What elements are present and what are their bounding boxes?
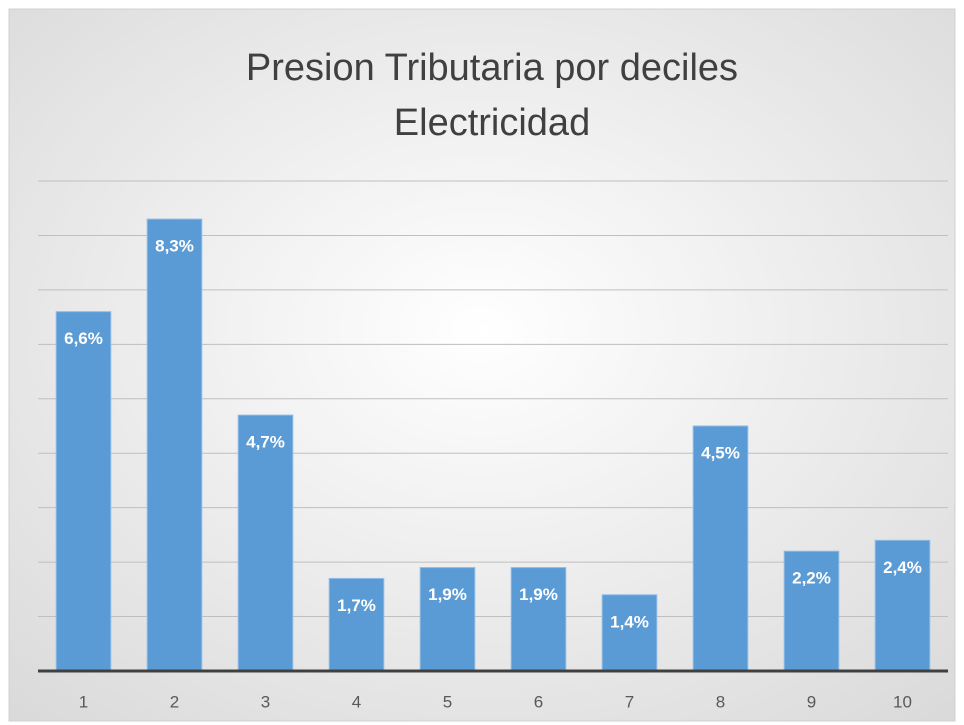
bar xyxy=(601,594,658,672)
data-label: 1,9% xyxy=(428,585,467,604)
data-label: 2,2% xyxy=(792,569,831,588)
bar xyxy=(692,425,749,672)
x-tick-label: 5 xyxy=(443,692,452,711)
data-label: 6,6% xyxy=(64,329,103,348)
data-label: 4,7% xyxy=(246,433,285,452)
bar xyxy=(146,218,203,672)
data-label: 2,4% xyxy=(883,558,922,577)
bar xyxy=(419,567,476,672)
chart-title: Electricidad xyxy=(394,102,590,144)
x-tick-label: 9 xyxy=(807,692,816,711)
x-tick-label: 8 xyxy=(716,692,725,711)
bar xyxy=(55,311,112,672)
data-label: 8,3% xyxy=(155,237,194,256)
x-tick-label: 7 xyxy=(625,692,634,711)
data-label: 1,7% xyxy=(337,596,376,615)
bar xyxy=(328,577,385,672)
x-tick-label: 6 xyxy=(534,692,543,711)
data-label: 4,5% xyxy=(701,443,740,462)
x-tick-label: 10 xyxy=(893,692,912,711)
data-label: 1,9% xyxy=(519,585,558,604)
bar xyxy=(510,567,567,672)
data-label: 1,4% xyxy=(610,612,649,631)
x-tick-label: 1 xyxy=(79,692,88,711)
bar xyxy=(237,414,294,672)
chart-title: Presion Tributaria por deciles xyxy=(246,47,738,89)
x-tick-label: 4 xyxy=(352,692,361,711)
x-tick-label: 3 xyxy=(261,692,270,711)
x-tick-label: 2 xyxy=(170,692,179,711)
